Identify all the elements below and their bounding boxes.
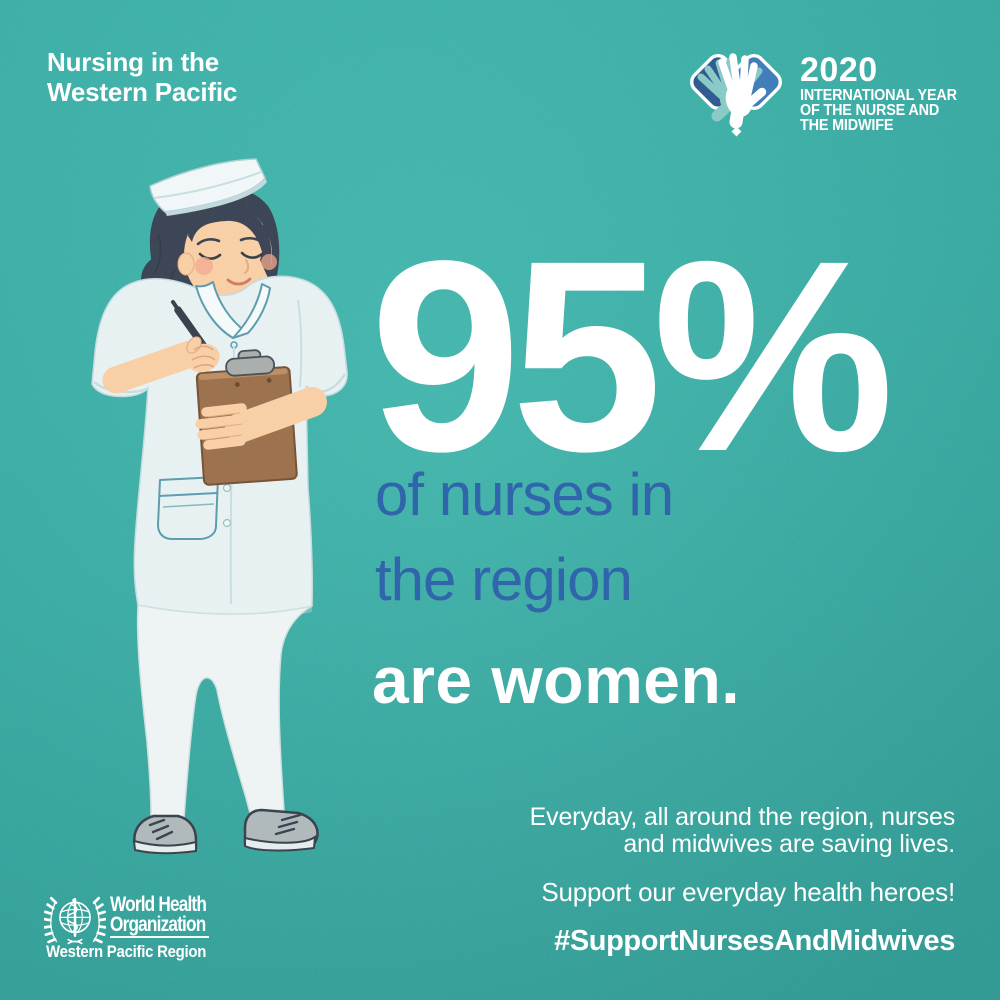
- year-logo-subtitle: INTERNATIONAL YEAR OF THE NURSE AND THE …: [800, 88, 957, 134]
- nurse-illustration: [50, 152, 350, 887]
- who-name-line1: World Health: [110, 893, 207, 916]
- support-message: Support our everyday health heroes!: [541, 877, 955, 907]
- stat-description: of nurses in the region: [375, 452, 674, 622]
- message-block: Everyday, all around the region, nurses …: [529, 803, 956, 858]
- stat-description-line1: of nurses in: [375, 461, 674, 528]
- who-region: Western Pacific Region: [46, 942, 207, 961]
- stat-emphasis: are women.: [372, 643, 741, 717]
- stat-description-line2: the region: [375, 546, 633, 613]
- page-title-line1: Nursing in the: [47, 47, 219, 77]
- year-label: 2020: [800, 51, 878, 89]
- who-divider: [110, 936, 209, 938]
- page-title-line2: Western Pacific: [47, 77, 238, 107]
- hashtag: #SupportNursesAndMidwives: [554, 925, 955, 957]
- page-title: Nursing in the Western Pacific: [47, 47, 237, 107]
- message-line1: Everyday, all around the region, nurses: [529, 803, 956, 831]
- who-name-line2: Organization: [110, 913, 206, 936]
- year-of-nurse-midwife-logo: 2020 INTERNATIONAL YEAR OF THE NURSE AND…: [686, 44, 976, 144]
- message-line2: and midwives are saving lives.: [623, 829, 955, 858]
- year-logo-subtitle-line3: THE MIDWIFE: [800, 116, 894, 134]
- who-name: World Health Organization: [110, 893, 207, 936]
- heart-hands-icon: [686, 46, 786, 147]
- who-logo: World Health Organization Western Pacifi…: [43, 887, 304, 977]
